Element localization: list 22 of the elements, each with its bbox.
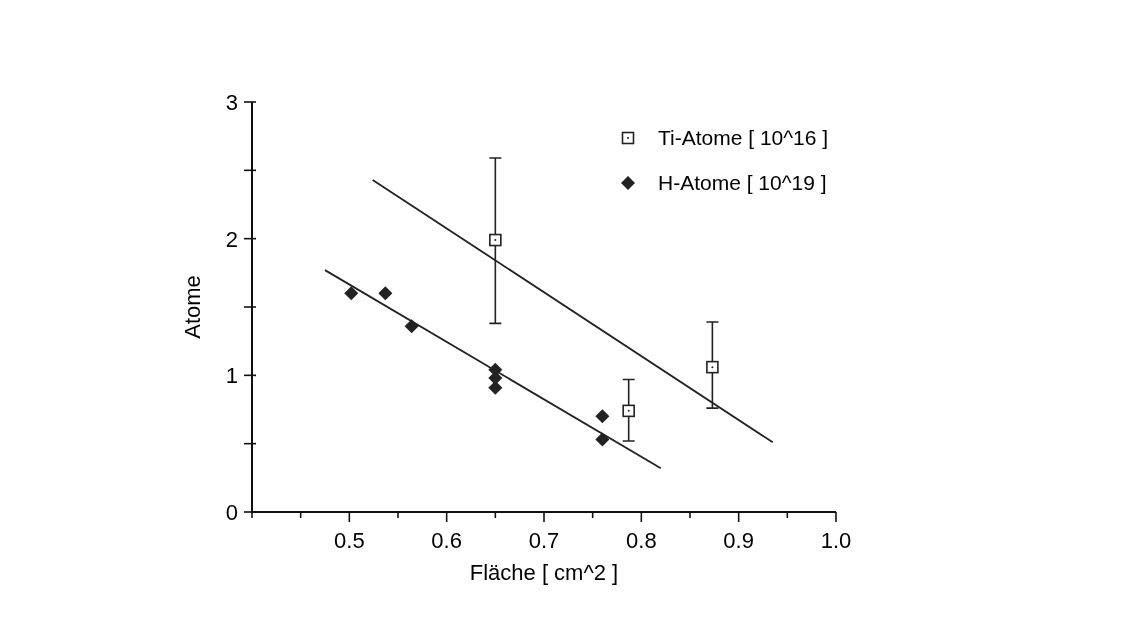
x-tick-label: 0.6 (431, 528, 462, 553)
point (595, 409, 610, 424)
y-axis-title: Atome (180, 275, 205, 339)
y-tick-label: 3 (225, 90, 238, 115)
point (706, 360, 719, 374)
x-tick-label: 0.7 (528, 528, 560, 553)
point (344, 286, 359, 301)
y-tick-label: 2 (225, 226, 238, 252)
y-tick-label: 1 (225, 363, 238, 389)
legend-label: Ti-Atome [ 10^16 ] (658, 126, 829, 149)
x-tick-label: 0.9 (723, 528, 754, 553)
x-tick-label: 0.5 (334, 528, 365, 553)
legend-label: H-Atome [ 10^19 ] (658, 171, 827, 194)
point (595, 432, 610, 447)
y-tick-label: 0 (225, 500, 238, 525)
x-tick-label: 1.0 (820, 528, 852, 553)
point (622, 404, 635, 418)
point (488, 380, 503, 395)
x-axis-title: Fläche [ cm^2 ] (469, 560, 619, 585)
point (378, 286, 393, 301)
point (489, 233, 502, 247)
x-tick-label: 0.8 (626, 528, 657, 553)
